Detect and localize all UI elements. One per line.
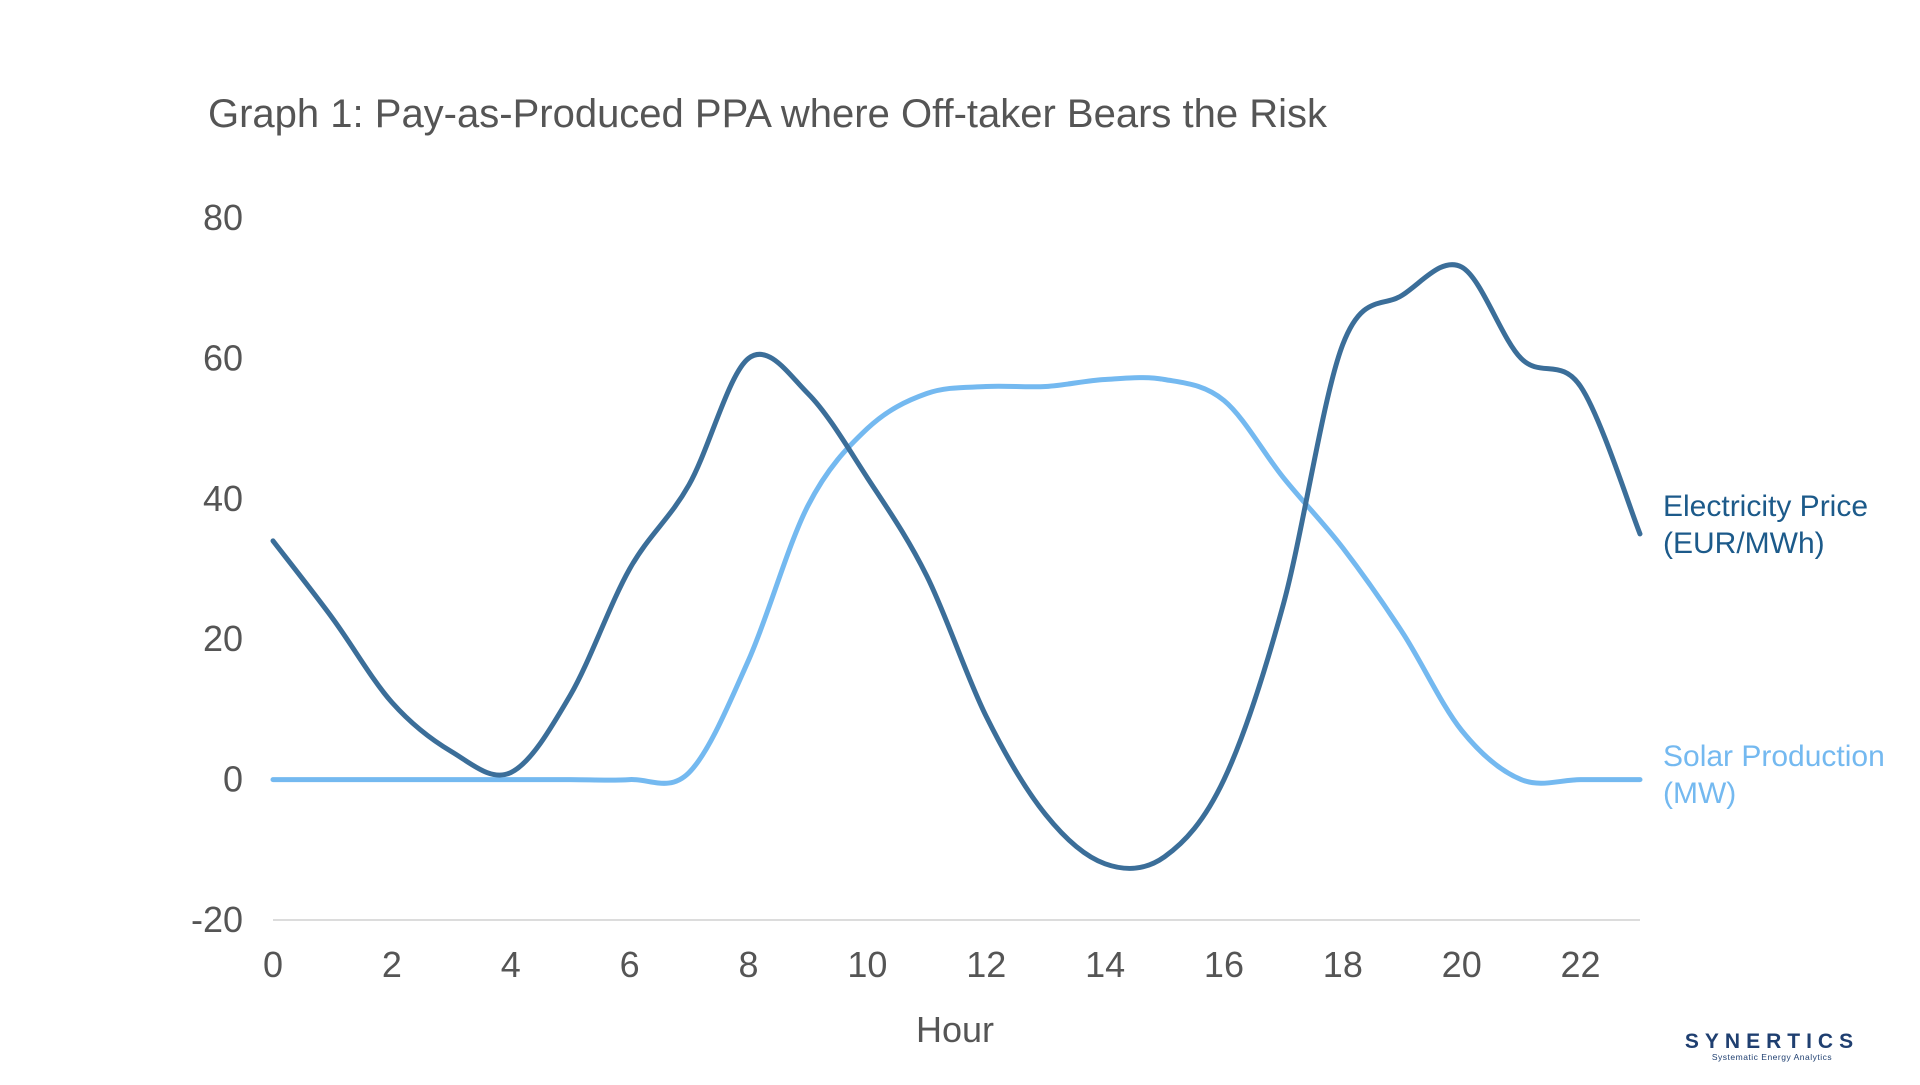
y-tick-label: -20 — [191, 899, 243, 940]
brand-name: SYNERTICS — [1685, 1030, 1859, 1053]
x-tick-label: 8 — [738, 944, 758, 985]
x-tick-label: 6 — [620, 944, 640, 985]
x-tick-label: 12 — [966, 944, 1006, 985]
y-tick-label: 60 — [203, 337, 243, 378]
y-tick-label: 0 — [223, 759, 243, 800]
x-tick-label: 4 — [501, 944, 521, 985]
legend-label-electricity-price: Electricity Price — [1663, 490, 1868, 523]
y-axis-tick-labels: 80 60 40 20 0 -20 — [191, 197, 243, 940]
legend: Electricity Price (EUR/MWh) Solar Producti… — [1663, 490, 1885, 810]
synertics-logo: SYNERTICS Systematic Energy Analytics — [1685, 1030, 1859, 1062]
x-tick-label: 2 — [382, 944, 402, 985]
x-tick-label: 14 — [1085, 944, 1125, 985]
x-tick-label: 18 — [1323, 944, 1363, 985]
x-tick-label: 10 — [847, 944, 887, 985]
chart-title: Graph 1: Pay-as-Produced PPA where Off-t… — [208, 92, 1328, 136]
legend-label-solar-production: (MW) — [1663, 777, 1736, 810]
y-tick-label: 40 — [203, 478, 243, 519]
x-axis-tick-labels: 0 2 4 6 8 10 12 14 16 18 20 22 — [263, 944, 1601, 985]
x-tick-label: 0 — [263, 944, 283, 985]
x-tick-label: 20 — [1442, 944, 1482, 985]
x-axis-title: Hour — [916, 1009, 994, 1050]
x-tick-label: 16 — [1204, 944, 1244, 985]
brand-tagline: Systematic Energy Analytics — [1712, 1052, 1832, 1062]
series-line-electricity-price — [270, 262, 1643, 871]
legend-label-solar-production: Solar Production — [1663, 740, 1885, 773]
series-lines — [270, 262, 1643, 871]
legend-label-electricity-price: (EUR/MWh) — [1663, 527, 1825, 560]
y-tick-label: 80 — [203, 197, 243, 238]
series-line-solar-production — [270, 375, 1643, 786]
y-tick-label: 20 — [203, 618, 243, 659]
x-tick-label: 22 — [1561, 944, 1601, 985]
